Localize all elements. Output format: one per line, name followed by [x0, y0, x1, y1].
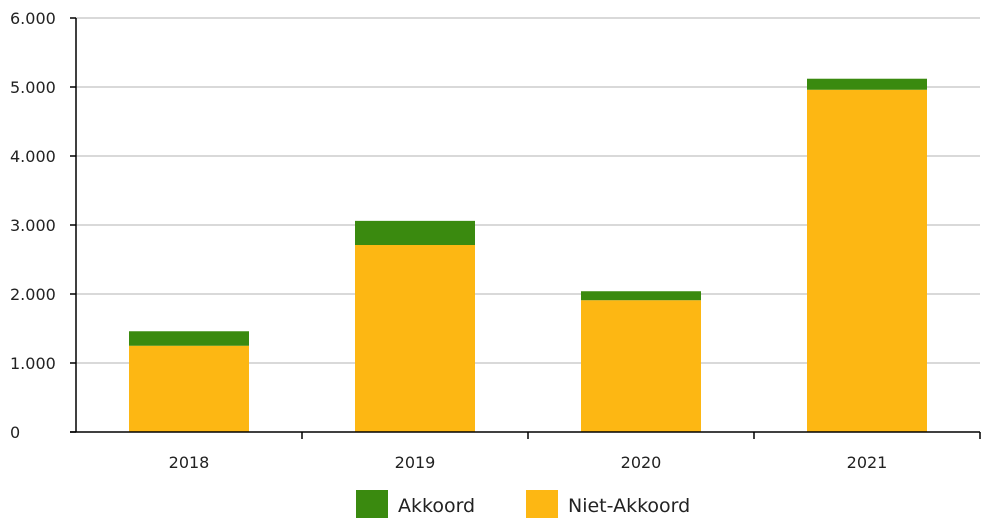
y-tick-label: 6.000 [10, 9, 56, 28]
bar-niet-akkoord-2020 [581, 300, 701, 432]
legend-swatch-akkoord [356, 490, 388, 518]
y-tick-label: 4.000 [10, 147, 56, 166]
x-tick-label: 2018 [169, 453, 210, 472]
y-tick-label: 0 [10, 423, 20, 442]
y-axis-tick-labels: 0 1.000 2.000 3.000 4.000 5.000 6.000 [10, 9, 56, 442]
bar-niet-akkoord-2021 [807, 89, 927, 432]
y-tick-label: 5.000 [10, 78, 56, 97]
bar-akkoord-2018 [129, 331, 249, 346]
legend-swatch-niet-akkoord [526, 490, 558, 518]
bars [129, 78, 927, 432]
bar-niet-akkoord-2019 [355, 245, 475, 432]
x-tick-label: 2021 [847, 453, 888, 472]
bar-niet-akkoord-2018 [129, 345, 249, 432]
legend: Akkoord Niet-Akkoord [356, 490, 690, 518]
axes [70, 17, 981, 439]
legend-label-akkoord: Akkoord [398, 495, 475, 517]
y-tick-label: 3.000 [10, 216, 56, 235]
bar-akkoord-2019 [355, 220, 475, 246]
bar-akkoord-2021 [807, 78, 927, 90]
bar-akkoord-2020 [581, 291, 701, 301]
y-tick-label: 1.000 [10, 354, 56, 373]
x-axis-tick-labels: 2018 2019 2020 2021 [169, 453, 888, 472]
legend-label-niet-akkoord: Niet-Akkoord [568, 495, 690, 517]
y-tick-label: 2.000 [10, 285, 56, 304]
x-tick-label: 2020 [621, 453, 662, 472]
x-tick-label: 2019 [395, 453, 436, 472]
